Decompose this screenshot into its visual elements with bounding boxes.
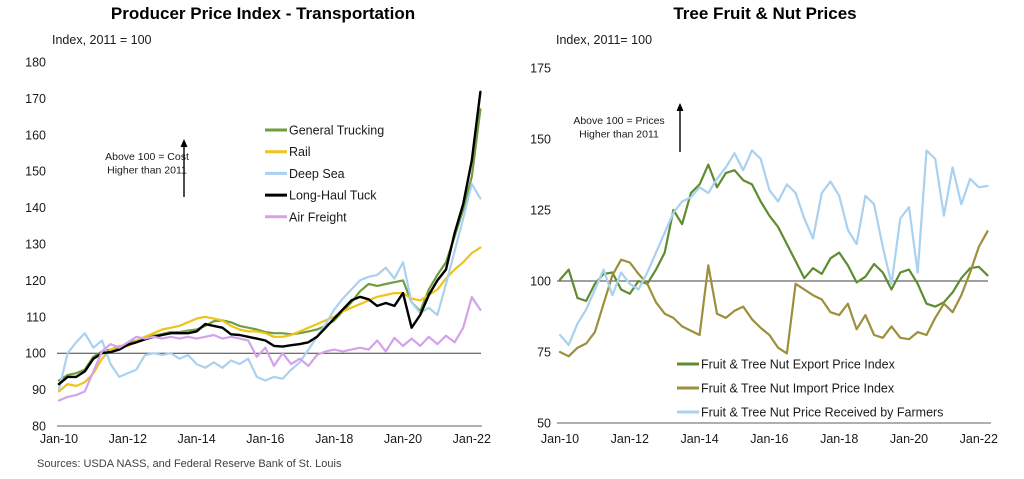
x-tick-label: Jan-20 bbox=[890, 432, 928, 446]
y-tick-label: 100 bbox=[25, 347, 46, 361]
y-tick-label: 100 bbox=[530, 275, 551, 289]
series-line-long-haul-tuck bbox=[57, 90, 482, 386]
annotation-arrow-head bbox=[676, 103, 684, 111]
right-chart-title: Tree Fruit & Nut Prices bbox=[673, 4, 857, 23]
legend-item-deep-sea: Deep Sea bbox=[265, 167, 345, 181]
y-tick-label: 130 bbox=[25, 238, 46, 252]
sources-note: Sources: USDA NASS, and Federal Reserve … bbox=[37, 458, 342, 470]
annotation: Above 100 = Prices Higher than 2011 bbox=[573, 103, 684, 152]
y-tick-label: 90 bbox=[32, 383, 46, 397]
series-line-fruit-tree-nut-export-price-index bbox=[558, 163, 989, 308]
x-tick-label: Jan-16 bbox=[750, 432, 788, 446]
right-chart-subtitle: Index, 2011= 100 bbox=[556, 33, 653, 47]
series-line-air-freight bbox=[57, 296, 482, 402]
legend-label: Long-Haul Tuck bbox=[289, 189, 377, 203]
x-tick-label: Jan-22 bbox=[453, 432, 491, 446]
y-tick-label: 170 bbox=[25, 92, 46, 106]
annotation-text: Higher than 2011 bbox=[579, 129, 659, 141]
x-tick-label: Jan-10 bbox=[541, 432, 579, 446]
annotation-text: Above 100 = Cost bbox=[105, 151, 189, 163]
legend: Fruit & Tree Nut Export Price Index Fruit… bbox=[677, 358, 943, 420]
series-line-fruit-tree-nut-price-received-by-farmers bbox=[558, 149, 989, 346]
series-line-deep-sea bbox=[57, 182, 482, 391]
y-tick-label: 110 bbox=[26, 310, 46, 324]
x-tick-label: Jan-14 bbox=[680, 432, 718, 446]
y-tick-label: 150 bbox=[25, 165, 46, 179]
x-tick-label: Jan-10 bbox=[40, 432, 78, 446]
annotation-text: Above 100 = Prices bbox=[573, 115, 664, 127]
x-tick-label: Jan-18 bbox=[820, 432, 858, 446]
y-tick-label: 120 bbox=[25, 274, 46, 288]
x-tick-label: Jan-12 bbox=[109, 432, 147, 446]
legend-label: Fruit & Tree Nut Import Price Index bbox=[701, 382, 895, 396]
x-tick-label: Jan-12 bbox=[611, 432, 649, 446]
legend-label: Fruit & Tree Nut Export Price Index bbox=[701, 358, 896, 372]
left-chart-title: Producer Price Index - Transportation bbox=[110, 4, 416, 23]
y-tick-label: 125 bbox=[530, 204, 551, 218]
legend-item-long-haul-tuck: Long-Haul Tuck bbox=[265, 189, 377, 203]
legend: General Trucking Rail Deep Sea Long-Haul Tu… bbox=[265, 124, 384, 224]
y-tick-label: 75 bbox=[537, 346, 551, 360]
y-tick-label: 175 bbox=[530, 62, 551, 76]
legend-item-fruit-tree-nut-import-price-index: Fruit & Tree Nut Import Price Index bbox=[677, 382, 895, 396]
annotation: Above 100 = Cost Higher than 2011 bbox=[105, 139, 189, 197]
y-tick-label: 140 bbox=[25, 201, 46, 215]
x-tick-label: Jan-20 bbox=[384, 432, 422, 446]
legend-item-fruit-tree-nut-export-price-index: Fruit & Tree Nut Export Price Index bbox=[677, 358, 896, 372]
legend-label: Rail bbox=[289, 145, 311, 159]
legend-label: Deep Sea bbox=[289, 167, 345, 181]
legend-label: Fruit & Tree Nut Price Received by Farme… bbox=[701, 406, 943, 420]
x-tick-label: Jan-14 bbox=[177, 432, 215, 446]
y-tick-label: 180 bbox=[25, 56, 46, 70]
ppi-transportation-chart: 80 90 100 110 120 130 140 150 160 170 180 Jan-10 Jan… bbox=[25, 56, 491, 447]
left-chart-subtitle: Index, 2011 = 100 bbox=[52, 33, 152, 47]
y-tick-label: 150 bbox=[530, 133, 551, 147]
x-tick-label: Jan-22 bbox=[960, 432, 998, 446]
y-tick-label: 160 bbox=[25, 128, 46, 142]
annotation-text: Higher than 2011 bbox=[107, 165, 187, 177]
y-tick-label: 50 bbox=[537, 417, 551, 431]
legend-item-air-freight: Air Freight bbox=[265, 210, 347, 224]
legend-label: General Trucking bbox=[289, 124, 384, 138]
annotation-arrow-head bbox=[180, 139, 188, 147]
legend-item-general-trucking: General Trucking bbox=[265, 124, 384, 138]
series-line-fruit-tree-nut-import-price-index bbox=[558, 230, 989, 358]
y-tick-label: 80 bbox=[32, 420, 46, 434]
x-tick-label: Jan-18 bbox=[315, 432, 353, 446]
legend-item-fruit-tree-nut-price-received-by-farmers: Fruit & Tree Nut Price Received by Farme… bbox=[677, 406, 943, 420]
legend-item-rail: Rail bbox=[265, 145, 311, 159]
x-tick-label: Jan-16 bbox=[246, 432, 284, 446]
series-line-general-trucking bbox=[57, 108, 482, 382]
tree-fruit-nut-chart: 50 75 100 125 150 175 Jan-10 Jan-12 Jan-14 Jan-16… bbox=[530, 62, 998, 447]
legend-label: Air Freight bbox=[289, 210, 347, 224]
